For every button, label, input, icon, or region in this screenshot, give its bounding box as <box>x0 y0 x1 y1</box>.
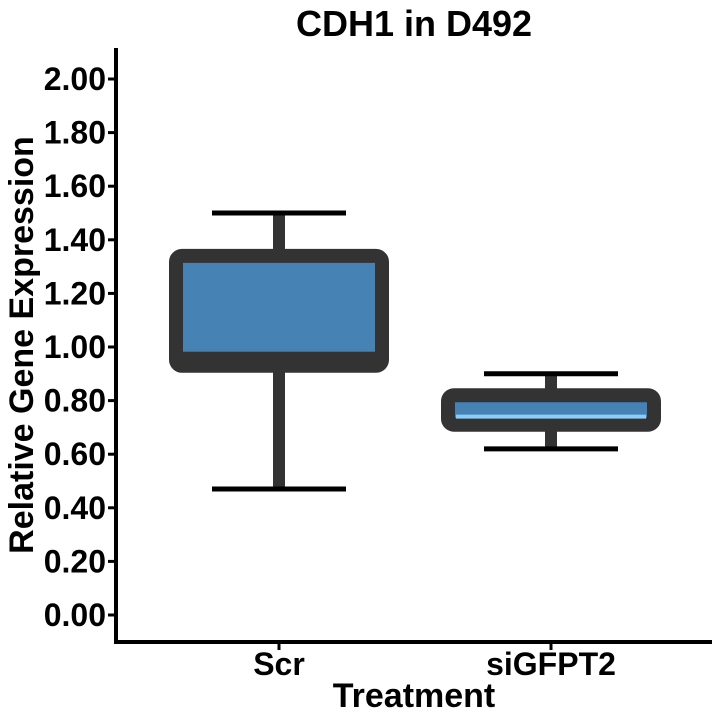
y-tick-label: 0.40 <box>44 490 106 526</box>
box-scr <box>169 210 389 492</box>
y-tick-label: 1.40 <box>44 222 106 258</box>
chart-title: CDH1 in D492 <box>296 3 532 44</box>
boxes <box>169 210 661 492</box>
median-band <box>176 351 382 366</box>
y-tick-label: 0.20 <box>44 543 106 579</box>
x-axis-ticks: Scr siGFPT2 <box>253 642 616 682</box>
y-tick-label: 0.60 <box>44 436 106 472</box>
box-rect <box>169 248 389 373</box>
y-tick-label: 1.20 <box>44 275 106 311</box>
y-tick-label: 1.00 <box>44 329 106 365</box>
x-tick-label: Scr <box>253 646 305 682</box>
y-axis-title: Relative Gene Expression <box>3 136 41 554</box>
y-tick-label: 0.00 <box>44 597 106 633</box>
y-axis-ticks: 0.00 0.20 0.40 0.60 0.80 1.00 1.20 1.40 1.60 1.80… <box>44 61 116 633</box>
x-axis-title: Treatment <box>333 677 496 715</box>
box-sigfpt2 <box>441 371 661 452</box>
y-tick-label: 2.00 <box>44 61 106 97</box>
y-tick-label: 0.80 <box>44 383 106 419</box>
box-rect <box>441 388 661 432</box>
y-tick-label: 1.80 <box>44 115 106 151</box>
x-tick-label: siGFPT2 <box>486 646 616 682</box>
y-tick-label: 1.60 <box>44 168 106 204</box>
